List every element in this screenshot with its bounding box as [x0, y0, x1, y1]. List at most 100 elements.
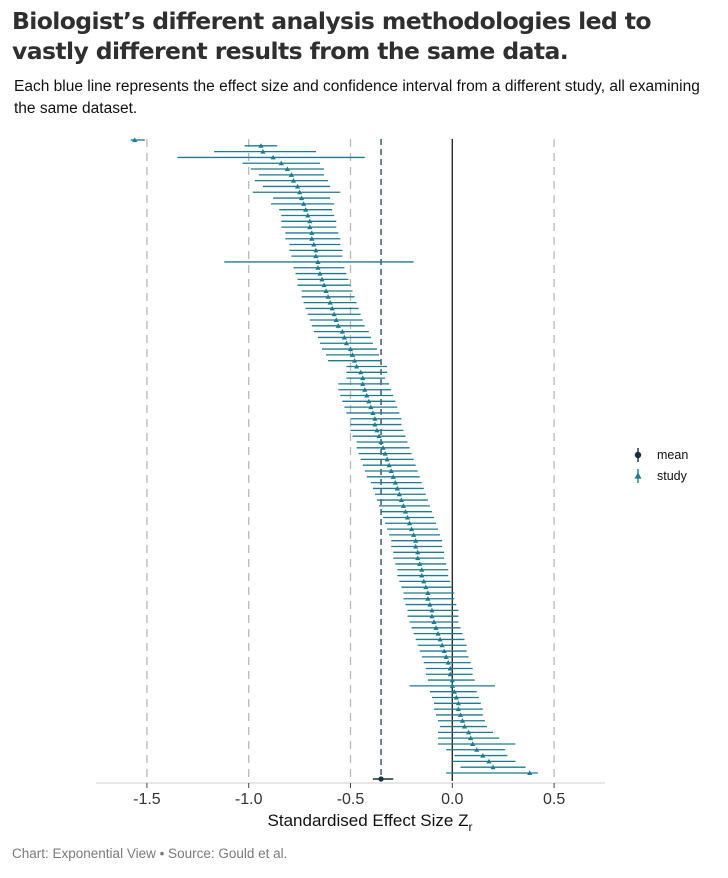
study-interval — [338, 387, 392, 392]
study-interval — [309, 317, 363, 323]
study-interval — [409, 619, 459, 625]
study-interval — [281, 212, 335, 218]
study-point — [455, 700, 462, 706]
study-interval — [356, 445, 410, 450]
study-interval — [360, 456, 414, 462]
study-point — [313, 253, 319, 259]
study-interval — [425, 671, 473, 677]
legend-study-icon — [634, 472, 642, 479]
study-interval — [291, 253, 343, 259]
study-point — [480, 752, 486, 758]
study-interval — [214, 149, 316, 154]
study-interval — [389, 532, 441, 537]
study-interval — [293, 265, 345, 270]
study-interval — [326, 352, 380, 357]
study-interval — [301, 294, 355, 299]
study-interval — [177, 154, 365, 160]
study-interval — [407, 613, 459, 619]
study-point — [431, 619, 437, 625]
study-point — [366, 398, 372, 404]
study-interval — [258, 172, 325, 177]
study-point — [278, 160, 284, 166]
study-interval — [393, 549, 445, 555]
study-point — [294, 183, 301, 189]
study-point — [447, 665, 453, 671]
study-point — [360, 381, 366, 386]
study-point — [404, 514, 411, 520]
study-point — [449, 677, 455, 683]
study-point — [362, 387, 368, 392]
study-interval — [376, 497, 428, 503]
study-point — [333, 317, 339, 323]
study-interval — [407, 607, 459, 613]
study-point — [290, 178, 297, 183]
study-interval — [403, 590, 455, 595]
study-interval — [362, 462, 416, 468]
study-interval — [433, 700, 481, 706]
study-point — [358, 369, 364, 375]
study-point — [527, 770, 533, 775]
study-interval — [438, 729, 494, 735]
study-interval — [452, 758, 516, 764]
study-point — [351, 358, 358, 363]
study-point — [427, 601, 433, 607]
x-axis-title: Standardised Effect Size Zr — [268, 811, 473, 834]
study-point — [313, 247, 319, 253]
study-point — [468, 735, 474, 741]
study-interval — [289, 241, 341, 247]
study-point — [270, 154, 276, 160]
study-interval — [374, 491, 426, 497]
study-point — [309, 230, 315, 235]
study-interval — [438, 741, 516, 746]
study-point — [453, 694, 459, 700]
study-interval — [413, 631, 463, 636]
study-point — [429, 613, 435, 619]
study-point — [307, 218, 313, 224]
study-point — [425, 590, 431, 595]
study-point — [321, 282, 327, 288]
study-point — [419, 572, 425, 578]
study-point — [449, 683, 455, 688]
legend: mean study — [634, 448, 688, 483]
study-point — [415, 555, 421, 561]
study-interval — [313, 329, 369, 334]
study-point — [325, 294, 331, 299]
study-interval — [254, 178, 329, 183]
study-interval — [446, 747, 506, 752]
study-point — [423, 584, 429, 590]
study-point — [378, 439, 384, 444]
study-interval — [409, 683, 496, 688]
study-point — [343, 340, 350, 346]
x-tick-label: -1.5 — [133, 791, 161, 808]
study-interval — [438, 735, 500, 741]
study-interval — [387, 526, 439, 532]
study-point — [376, 433, 382, 439]
study-point — [392, 480, 398, 485]
study-interval — [130, 137, 145, 142]
mean-point — [378, 776, 384, 782]
study-interval — [285, 230, 339, 235]
x-tick-label: 0.5 — [543, 791, 565, 808]
study-interval — [385, 520, 437, 526]
study-point — [413, 543, 419, 549]
study-point — [339, 329, 345, 334]
study-interval — [423, 660, 471, 665]
study-interval — [271, 201, 335, 206]
chart-source: Chart: Exponential View • Source: Gould … — [12, 846, 288, 861]
study-point — [132, 137, 138, 142]
study-point — [447, 671, 453, 677]
chart-title: Biologist’s different analysis methodolo… — [12, 7, 652, 65]
study-interval — [401, 584, 453, 590]
study-interval — [364, 468, 418, 474]
study-point — [317, 270, 323, 276]
study-point — [388, 468, 394, 474]
study-point — [394, 485, 400, 491]
study-point — [311, 241, 317, 247]
study-interval — [431, 694, 479, 700]
study-interval — [391, 543, 443, 549]
study-interval — [438, 718, 485, 723]
study-point — [327, 300, 333, 305]
study-interval — [397, 572, 449, 578]
study-point — [288, 172, 295, 177]
study-interval — [440, 723, 487, 729]
